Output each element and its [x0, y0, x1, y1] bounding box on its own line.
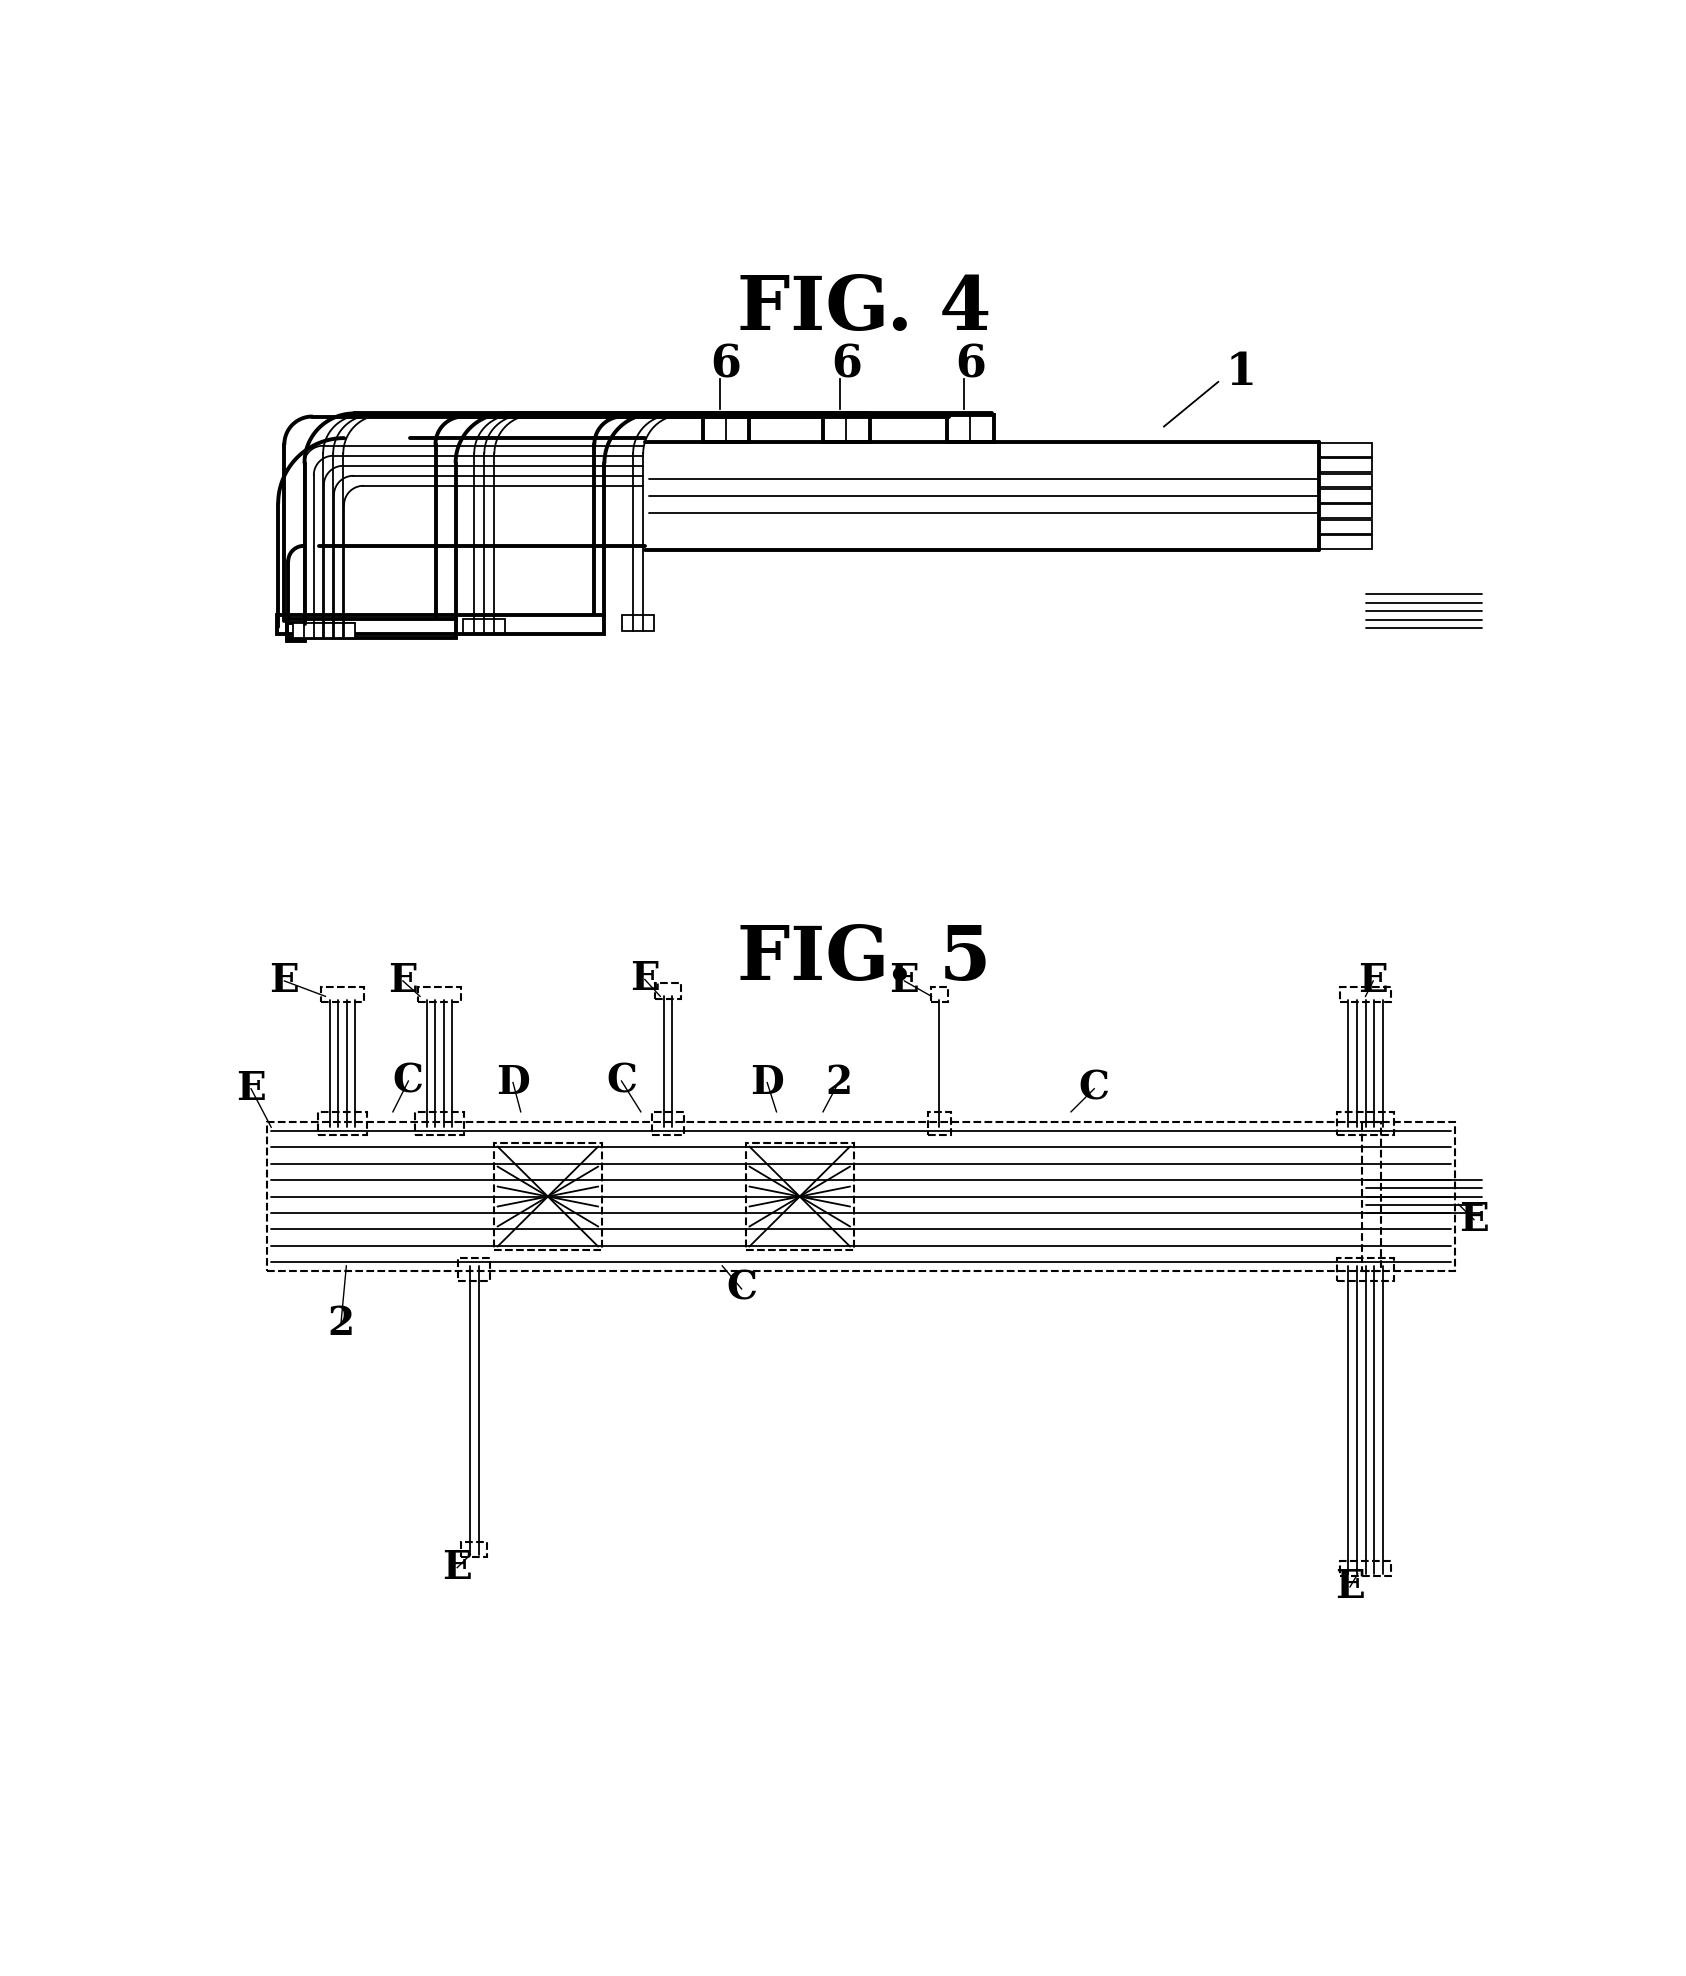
Text: 1: 1 — [1226, 352, 1256, 393]
Bar — [1318, 535, 1372, 549]
Text: E: E — [388, 962, 418, 1000]
Text: E: E — [890, 962, 919, 1000]
Bar — [927, 1112, 951, 1134]
Bar — [823, 415, 870, 443]
Text: E: E — [1335, 1567, 1366, 1606]
Bar — [1362, 1122, 1381, 1271]
Bar — [459, 1259, 491, 1280]
Bar — [268, 1122, 1455, 1271]
Bar — [652, 1112, 685, 1134]
Bar — [948, 415, 993, 443]
Text: 6: 6 — [831, 344, 862, 387]
Bar — [1318, 504, 1372, 518]
Text: E: E — [236, 1069, 266, 1109]
Bar — [1318, 520, 1372, 534]
Bar — [312, 622, 354, 638]
Bar — [322, 988, 364, 1002]
Bar — [1318, 443, 1372, 456]
Bar — [931, 988, 948, 1002]
Text: D: D — [496, 1063, 529, 1101]
Bar — [1340, 988, 1391, 1002]
Bar — [1318, 474, 1372, 488]
Bar — [418, 988, 460, 1002]
Text: E: E — [1359, 962, 1388, 1000]
Bar — [287, 618, 455, 638]
Bar — [494, 1142, 602, 1251]
Text: C: C — [1079, 1069, 1109, 1109]
Bar — [462, 1541, 487, 1557]
Bar — [464, 618, 506, 634]
Bar — [287, 622, 305, 642]
Bar — [319, 1112, 368, 1134]
Text: FIG. 5: FIG. 5 — [737, 923, 991, 996]
Bar — [745, 1142, 855, 1251]
Bar — [703, 415, 749, 443]
Text: E: E — [270, 962, 298, 1000]
Bar — [1340, 1561, 1391, 1577]
Bar — [656, 984, 681, 998]
Text: 2: 2 — [327, 1304, 354, 1342]
Bar — [293, 622, 354, 638]
Bar — [415, 1112, 464, 1134]
Text: D: D — [750, 1063, 784, 1101]
Text: 6: 6 — [954, 344, 986, 387]
Text: C: C — [727, 1271, 757, 1308]
Text: 2: 2 — [824, 1063, 851, 1101]
Bar — [622, 615, 654, 630]
Bar — [1337, 1259, 1394, 1280]
Text: E: E — [1458, 1201, 1489, 1239]
Text: 6: 6 — [711, 344, 742, 387]
Text: C: C — [605, 1061, 637, 1101]
Bar — [1318, 488, 1372, 502]
Text: FIG. 4: FIG. 4 — [737, 273, 991, 346]
Text: C: C — [393, 1061, 423, 1101]
Bar — [1337, 1112, 1394, 1134]
Bar — [1318, 458, 1372, 472]
Text: E: E — [631, 960, 659, 998]
Bar — [277, 615, 605, 634]
Text: E: E — [442, 1549, 472, 1587]
